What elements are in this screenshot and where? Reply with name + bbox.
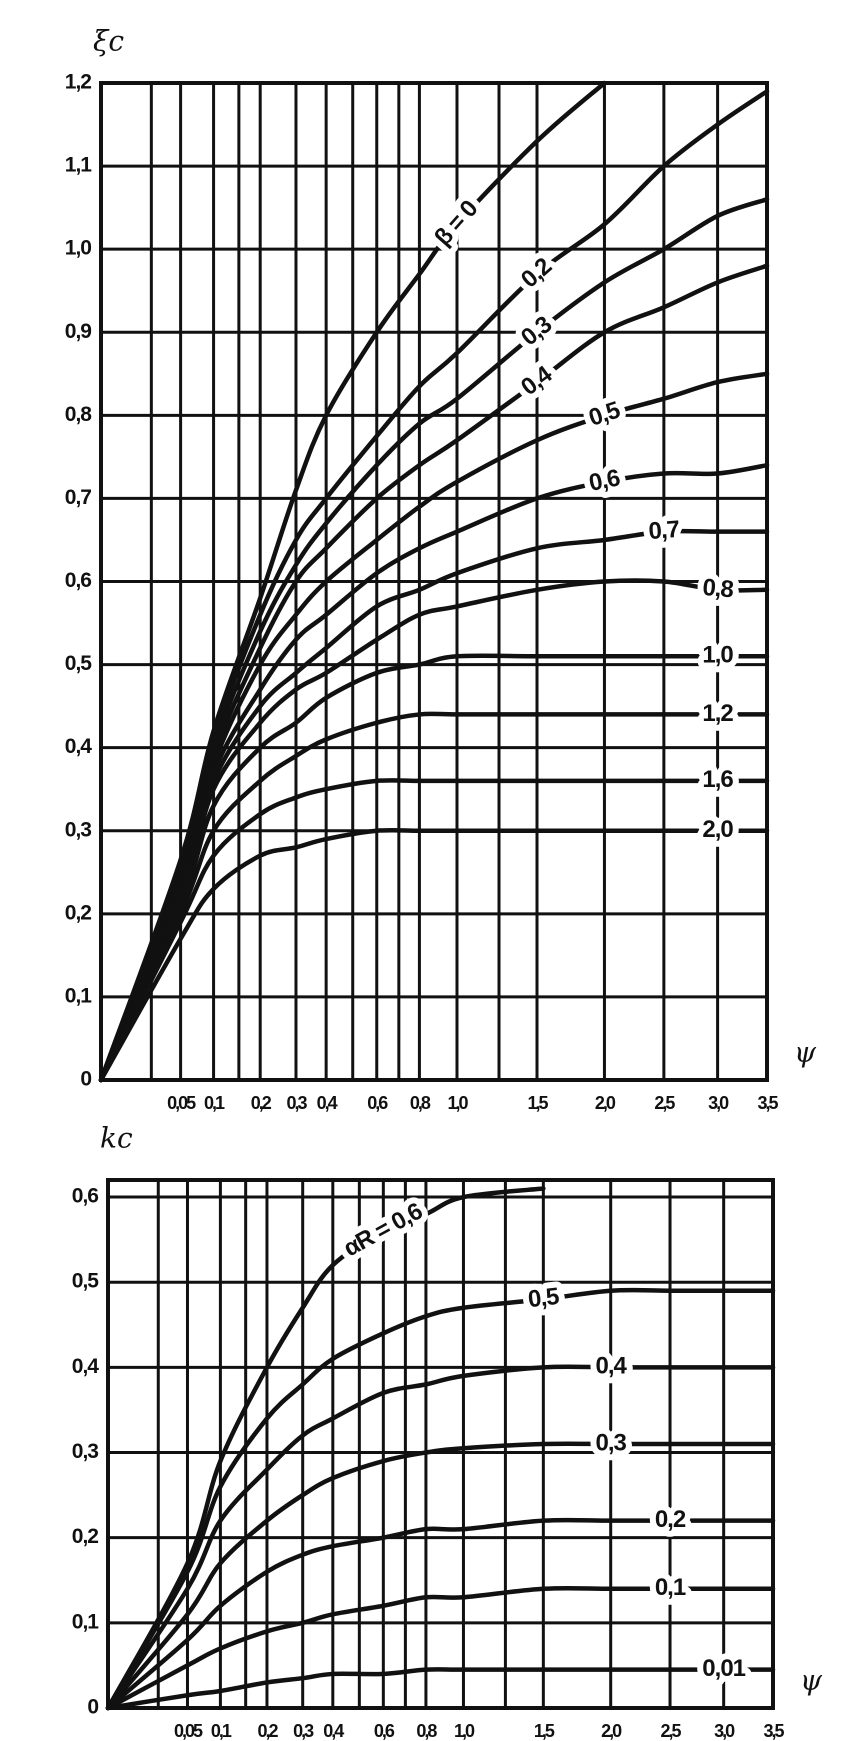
curve-label: 1,0	[702, 642, 733, 669]
curve	[105, 1667, 776, 1711]
x-tick-label: 1,0	[454, 1721, 475, 1741]
y-tick-label: 0,9	[65, 320, 92, 343]
x-tick-label: 2,5	[654, 1093, 675, 1113]
y-tick-label: 0,6	[65, 569, 92, 592]
x-tick-label: 0,1	[211, 1721, 232, 1741]
x-tick-label: 0,4	[317, 1093, 338, 1113]
y-tick-label: 0,5	[65, 652, 93, 675]
y-tick-label: 1,2	[65, 71, 92, 94]
y-tick-label: 0,2	[65, 901, 92, 924]
y-tick-label: 0	[87, 1696, 98, 1719]
curve-label: 0,5	[527, 1283, 561, 1313]
x-tick-label: 0,05	[174, 1721, 203, 1741]
x-tick-label: 3,0	[714, 1721, 735, 1741]
curve	[105, 1441, 776, 1711]
x-tick-label: 1,0	[447, 1093, 468, 1113]
y-tick-label: 0,4	[65, 735, 93, 758]
y-axis-label: ξc	[93, 25, 124, 58]
y-tick-label: 0,4	[72, 1355, 100, 1378]
curve-label: 0,01	[702, 1655, 745, 1682]
y-tick-label: 0	[80, 1068, 91, 1091]
curve-label: 0,1	[655, 1574, 686, 1601]
curve-label: 1,6	[702, 766, 733, 793]
curve	[98, 263, 770, 1083]
curve	[98, 578, 770, 1083]
x-tick-label: 0,6	[374, 1721, 395, 1741]
x-tick-label: 0,05	[167, 1093, 196, 1113]
curve-label: 2,0	[702, 816, 733, 843]
curve-label: 0,6	[587, 464, 623, 496]
x-axis-label: ψ	[800, 1664, 823, 1697]
y-tick-label: 0,2	[72, 1525, 99, 1548]
curve	[105, 1186, 546, 1711]
curve	[98, 371, 770, 1083]
curve-label: 0,4	[596, 1353, 628, 1380]
curve-label: 1,2	[702, 700, 733, 727]
x-tick-label: 0,3	[293, 1721, 314, 1741]
x-tick-label: 0,2	[251, 1093, 272, 1113]
curve	[105, 1364, 776, 1711]
x-tick-label: 2,0	[595, 1093, 616, 1113]
curve	[105, 1585, 776, 1711]
y-tick-label: 0,1	[65, 984, 93, 1007]
curve	[105, 1287, 776, 1711]
y-axis-label: kc	[100, 1122, 133, 1155]
y-tick-label: 0,3	[72, 1440, 99, 1463]
curve	[98, 711, 770, 1083]
x-tick-label: 0,2	[257, 1721, 278, 1741]
curve	[105, 1517, 776, 1711]
x-tick-label: 0,6	[367, 1093, 388, 1113]
x-tick-label: 0,8	[410, 1093, 431, 1113]
x-axis-label: ψ	[794, 1036, 817, 1069]
x-tick-label: 3,0	[708, 1093, 729, 1113]
x-tick-label: 0,3	[286, 1093, 307, 1113]
x-tick-label: 1,5	[527, 1093, 548, 1113]
y-tick-label: 0,7	[65, 486, 92, 509]
y-tick-label: 0,8	[65, 403, 93, 426]
x-tick-label: 3,5	[757, 1093, 778, 1113]
y-tick-label: 0,3	[65, 818, 92, 841]
curve-label: 0,2	[655, 1506, 686, 1533]
y-tick-label: 0,5	[72, 1270, 100, 1293]
curve	[98, 827, 770, 1083]
x-tick-label: 0,8	[416, 1721, 437, 1741]
curve-label: 0,7	[648, 516, 681, 545]
curve-label: 0,5	[585, 396, 623, 431]
y-tick-label: 0,1	[72, 1610, 100, 1633]
curve	[98, 80, 607, 1083]
x-tick-label: 2,5	[661, 1721, 682, 1741]
curve	[98, 89, 770, 1083]
curve	[98, 653, 770, 1083]
x-tick-label: 3,5	[763, 1721, 784, 1741]
curve-label: 0,8	[701, 574, 734, 603]
x-tick-label: 0,4	[323, 1721, 344, 1741]
y-tick-label: 1,0	[65, 237, 92, 260]
y-tick-label: 1,1	[65, 154, 93, 177]
curve	[98, 778, 770, 1083]
curve-label: 0,3	[596, 1429, 627, 1456]
x-tick-label: 1,5	[534, 1721, 555, 1741]
x-tick-label: 0,1	[204, 1093, 225, 1113]
y-tick-label: 0,6	[72, 1185, 99, 1208]
x-tick-label: 2,0	[601, 1721, 622, 1741]
plot-frame	[99, 81, 769, 1082]
